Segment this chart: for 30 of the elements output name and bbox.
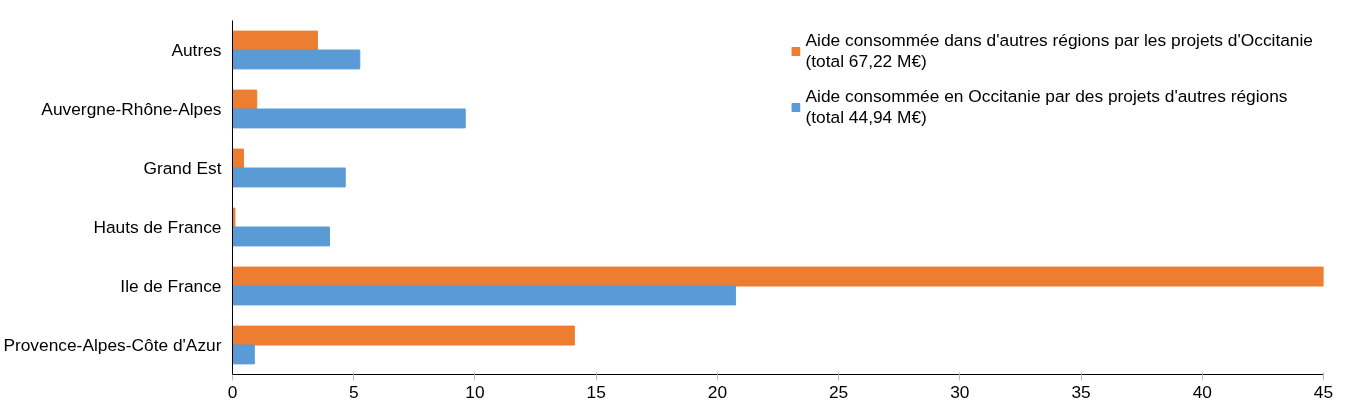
x-tick-label: 35 [1071,381,1091,402]
x-tick-label: 15 [586,381,606,402]
x-tick-label: 10 [465,381,485,402]
y-tick-label: Autres [171,40,222,60]
y-tick-label: Grand Est [143,158,222,178]
x-tick-label: 0 [227,381,238,402]
bar [232,30,318,51]
bar [232,285,737,306]
legend-label: Aide consommée en Occitanie par des projets d'autres régions (total 44,94 M€) [805,86,1288,128]
bar [232,167,346,188]
bar [232,49,361,70]
bar [232,226,330,247]
bar [232,344,255,365]
bar [232,266,1324,287]
x-tick-label: 30 [950,381,970,402]
x-tick-label: 25 [828,381,849,402]
bar [232,207,236,228]
bar [232,148,244,169]
x-tick-label: 20 [707,381,728,402]
legend-label: Aide consommée dans d'autres régions par les projets d'Occitanie (total 67,22 M€) [805,30,1313,72]
bar [232,89,258,110]
y-tick-label: Hauts de France [93,217,222,237]
x-tick-label: 5 [348,381,359,402]
x-tick-label: 45 [1313,381,1334,402]
bar [232,325,575,346]
y-tick-label: Auvergne-Rhône-Alpes [41,99,222,119]
y-tick-label: Ile de France [120,276,222,296]
x-tick-label: 40 [1192,381,1212,402]
y-tick-label: Provence-Alpes-Côte d'Azur [3,335,222,355]
bar [232,108,466,129]
